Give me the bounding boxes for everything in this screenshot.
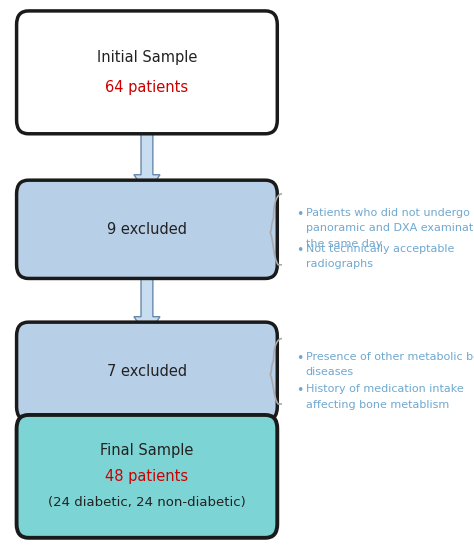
Text: Final Sample: Final Sample: [100, 443, 193, 458]
Text: •: •: [296, 244, 303, 257]
Text: the same day: the same day: [306, 239, 382, 248]
Text: 48 patients: 48 patients: [105, 469, 189, 484]
Text: •: •: [296, 208, 303, 221]
Polygon shape: [134, 120, 160, 194]
Text: 64 patients: 64 patients: [105, 80, 189, 95]
Text: History of medication intake: History of medication intake: [306, 384, 464, 394]
Text: radiographs: radiographs: [306, 259, 373, 269]
Polygon shape: [134, 265, 160, 336]
Text: diseases: diseases: [306, 367, 354, 377]
Text: (24 diabetic, 24 non-diabetic): (24 diabetic, 24 non-diabetic): [48, 496, 246, 509]
Text: affecting bone metablism: affecting bone metablism: [306, 400, 449, 410]
Text: Presence of other metabolic bone: Presence of other metabolic bone: [306, 352, 474, 361]
Text: Initial Sample: Initial Sample: [97, 50, 197, 65]
FancyBboxPatch shape: [17, 180, 277, 278]
Text: 7 excluded: 7 excluded: [107, 364, 187, 379]
Text: Patients who did not undergo: Patients who did not undergo: [306, 208, 470, 218]
Polygon shape: [134, 407, 160, 429]
Text: panoramic and DXA examinations on: panoramic and DXA examinations on: [306, 223, 474, 233]
FancyBboxPatch shape: [17, 322, 277, 420]
Text: •: •: [296, 384, 303, 397]
Text: 9 excluded: 9 excluded: [107, 222, 187, 237]
FancyBboxPatch shape: [17, 11, 277, 134]
FancyBboxPatch shape: [17, 415, 277, 538]
Text: Not technically acceptable: Not technically acceptable: [306, 244, 454, 253]
Text: •: •: [296, 352, 303, 365]
